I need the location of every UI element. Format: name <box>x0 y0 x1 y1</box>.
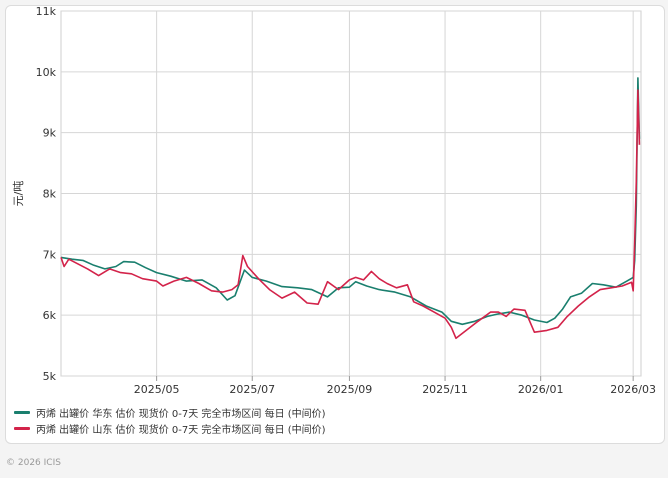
legend-swatch-red <box>14 426 30 430</box>
y-tick-label: 8k <box>43 188 57 201</box>
legend: 丙烯 出罐价 华东 估价 现货价 0-7天 完全市场区间 每日 (中间价) 丙烯… <box>14 404 326 436</box>
y-tick-label: 6k <box>43 309 57 322</box>
series-line-1[interactable] <box>60 89 641 340</box>
y-tick-label: 11k <box>36 6 57 18</box>
x-tick-label: 2026/03 <box>610 383 656 396</box>
y-tick-label: 7k <box>43 248 57 261</box>
x-tick-label: 2025/07 <box>229 383 275 396</box>
copyright: © 2026 ICIS <box>6 458 61 468</box>
legend-label: 丙烯 出罐价 山东 估价 现货价 0-7天 完全市场区间 每日 (中间价) <box>36 424 326 436</box>
grid <box>60 10 642 377</box>
legend-label: 丙烯 出罐价 华东 估价 现货价 0-7天 完全市场区间 每日 (中间价) <box>36 408 326 420</box>
x-axis-ticks: 2025/05 2025/07 2025/09 2025/11 2026/01 2026/… <box>134 376 656 396</box>
y-axis-ticks: 5k 6k 7k 8k 9k 10k 11k <box>36 6 57 383</box>
y-tick-label: 5k <box>43 370 57 383</box>
x-tick-label: 2025/09 <box>327 383 373 396</box>
x-tick-label: 2025/05 <box>134 383 180 396</box>
series-line-0[interactable] <box>60 77 641 326</box>
y-axis-label: 元/吨 <box>12 181 25 207</box>
chart-card: 5k 6k 7k 8k 9k 10k 11k 2025/05 2025/07 2025/09 20… <box>5 5 665 444</box>
legend-item-east-china[interactable]: 丙烯 出罐价 华东 估价 现货价 0-7天 完全市场区间 每日 (中间价) <box>14 404 326 420</box>
series-lines <box>60 77 641 340</box>
x-tick-label: 2026/01 <box>518 383 564 396</box>
legend-item-shandong[interactable]: 丙烯 出罐价 山东 估价 现货价 0-7天 完全市场区间 每日 (中间价) <box>14 420 326 436</box>
x-tick-label: 2025/11 <box>422 383 468 396</box>
legend-swatch-teal <box>14 410 30 414</box>
y-tick-label: 10k <box>36 66 57 79</box>
y-tick-label: 9k <box>43 127 57 140</box>
